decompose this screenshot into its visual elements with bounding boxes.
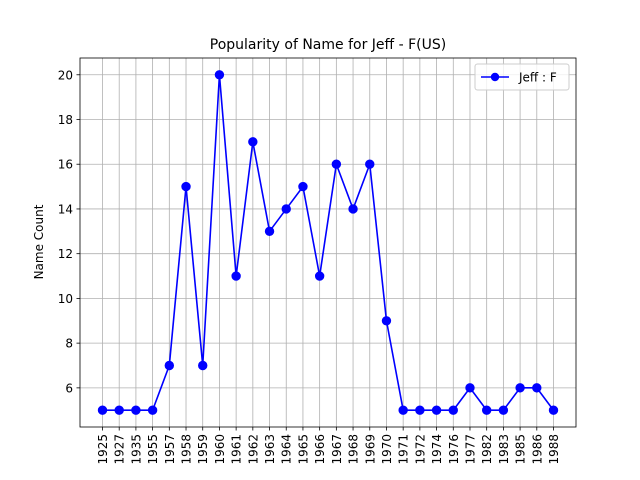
x-tick-label: 1966 [313,434,327,465]
data-point [314,271,325,281]
x-tick-label: 1965 [296,434,310,465]
x-tick-label: 1970 [380,434,394,465]
data-point [532,383,542,393]
x-tick-label: 1974 [430,434,444,465]
data-point [181,181,191,192]
data-point [147,405,158,415]
x-tick-label: 1983 [497,434,511,465]
y-tick-label: 8 [65,337,73,351]
data-point [481,405,492,415]
plot-frame [79,57,577,428]
data-point [231,271,241,281]
data-point [348,204,358,214]
series-line [102,73,555,412]
data-point [114,405,124,415]
data-point [131,405,141,415]
x-tick-label: 1927 [113,434,127,465]
x-tick-label: 1967 [330,434,344,465]
data-point [515,383,525,393]
series-layer [97,70,559,415]
data-point [415,405,425,415]
x-tick-label: 1961 [230,434,244,465]
x-tick-label: 1958 [180,434,194,465]
x-tick-label: 1964 [280,434,294,465]
y-axis-label: Name Count [32,204,46,279]
y-tick-label: 18 [58,113,73,127]
y-tick-label: 12 [58,247,73,261]
y-tick-label: 14 [58,202,73,216]
data-point [264,226,275,237]
x-tick-label: 1972 [413,434,427,465]
x-tick-label: 1935 [129,434,143,465]
chart-title: Popularity of Name for Jeff - F(US) [210,37,446,53]
x-tick-label: 1925 [96,434,110,465]
x-tick-label: 1968 [347,434,361,465]
x-tick-label: 1963 [263,434,277,465]
x-tick-label: 1962 [246,434,260,465]
data-point [97,405,108,415]
x-tick-label: 1955 [146,434,160,465]
x-tick-label: 1977 [463,434,477,465]
data-point [365,159,375,169]
data-point [164,360,175,371]
y-tick-label: 10 [58,292,73,306]
data-point [465,383,475,393]
data-point [381,316,392,326]
legend-marker [490,72,500,82]
data-point [498,405,509,415]
x-tick-label: 1986 [530,434,544,465]
x-tick-label: 1985 [514,434,528,465]
data-point [214,70,225,80]
legend-label: Jeff : F [518,71,557,85]
x-tick-label: 1971 [397,434,411,465]
data-point [198,360,208,371]
data-point [431,405,442,415]
x-tick-label: 1960 [213,434,227,465]
x-tick-label: 1982 [480,434,494,465]
y-tick-label: 20 [58,68,73,82]
data-point [281,204,291,214]
legend-box [474,63,570,91]
data-point [398,405,408,415]
legend: Jeff : F [474,63,570,91]
y-tick-label: 6 [65,381,73,395]
data-point [548,405,559,415]
x-tick-label: 1988 [547,434,561,465]
axes: 1925 1927 1935 1955 1957 1958 1959 1960 1961 1962… [58,57,577,465]
data-point [448,405,458,415]
data-point [298,181,308,192]
x-tick-label: 1976 [447,434,461,465]
x-tick-label: 1957 [163,434,177,465]
x-tick-label: 1969 [363,434,377,465]
y-tick-label: 16 [58,158,73,172]
x-tick-label: 1959 [196,434,210,465]
data-point [331,159,342,169]
data-point [248,137,258,147]
